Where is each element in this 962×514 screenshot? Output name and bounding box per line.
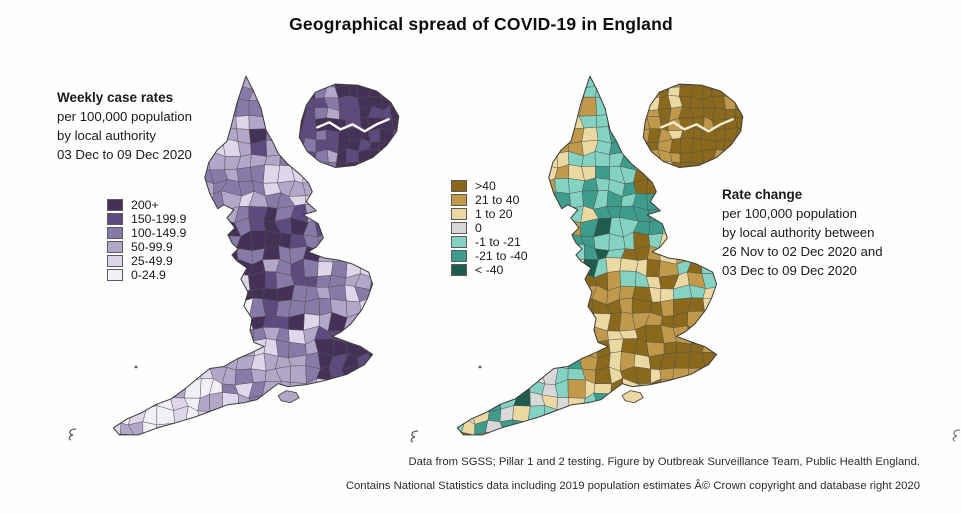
legend-label: -21 to -40 [475, 249, 528, 263]
legend-swatch [107, 213, 123, 225]
scilly-isles-mark [68, 428, 77, 441]
legend-label: < -40 [475, 263, 504, 277]
caption-line: 26 Nov to 02 Dec 2020 and [722, 244, 883, 259]
weekly-rates-legend-entry: 25-49.9 [107, 254, 186, 268]
legend-swatch [451, 222, 467, 234]
legend-swatch [451, 250, 467, 262]
rate-change-legend-entry: 0 [451, 221, 528, 235]
caption-line: 03 Dec to 09 Dec 2020 [57, 147, 192, 162]
edge-island-mark [952, 429, 961, 442]
legend-label: 0 [475, 221, 482, 235]
legend-label: 200+ [131, 198, 159, 212]
footer-copyright-line: Contains National Statistics data includ… [345, 480, 920, 492]
legend-label: 1 to 20 [475, 207, 513, 221]
rate-change-legend-entry: 1 to 20 [451, 207, 528, 221]
legend-swatch [451, 236, 467, 248]
weekly-rates-legend-entry: 100-149.9 [107, 226, 186, 240]
legend-swatch [451, 194, 467, 206]
legend-label: 25-49.9 [131, 254, 173, 268]
weekly-rates-legend-entry: 50-99.9 [107, 240, 186, 254]
legend-label: -1 to -21 [475, 235, 521, 249]
rate-change-legend-entry: < -40 [451, 263, 528, 277]
legend-swatch [107, 269, 123, 281]
england-choropleth-rate-change [456, 75, 744, 436]
rate-change-legend: >40 21 to 40 1 to 20 0 -1 to -21 -21 to -40 < … [451, 179, 528, 277]
lundy-island-mark [478, 365, 482, 369]
footer-source-line: Data from SGSS; Pillar 1 and 2 testing. … [408, 456, 920, 468]
caption-line: by local authority [57, 128, 156, 143]
scilly-isles-mark [410, 430, 419, 443]
legend-label: 0-24.9 [131, 268, 166, 282]
legend-swatch [451, 208, 467, 220]
legend-swatch [107, 227, 123, 239]
legend-label: 150-199.9 [131, 212, 187, 226]
caption-line: 03 Dec to 09 Dec 2020 [722, 263, 857, 278]
rate-change-caption: Rate change per 100,000 population by lo… [722, 185, 883, 280]
legend-swatch [451, 180, 467, 192]
legend-swatch [107, 199, 123, 211]
caption-line: by local authority between [722, 225, 875, 240]
rate-change-legend-entry: -21 to -40 [451, 249, 528, 263]
footer-attribution: Data from SGSS; Pillar 1 and 2 testing. … [346, 456, 920, 492]
rate-change-legend-entry: >40 [451, 179, 528, 193]
weekly-case-rates-legend: 200+ 150-199.9 100-149.9 50-99.9 25-49.9 0-24… [107, 198, 186, 282]
caption-heading: Weekly case rates [57, 90, 174, 105]
caption-line: per 100,000 population [57, 109, 192, 124]
legend-swatch [107, 241, 123, 253]
caption-heading: Rate change [722, 187, 803, 202]
legend-label: 21 to 40 [475, 193, 520, 207]
caption-line: per 100,000 population [722, 206, 857, 221]
weekly-rates-legend-entry: 200+ [107, 198, 186, 212]
legend-swatch [107, 255, 123, 267]
rate-change-legend-entry: 21 to 40 [451, 193, 528, 207]
england-choropleth-weekly-case-rates [112, 75, 400, 436]
legend-swatch [451, 264, 467, 276]
legend-label: >40 [475, 179, 496, 193]
weekly-rates-legend-entry: 150-199.9 [107, 212, 186, 226]
legend-label: 100-149.9 [131, 226, 187, 240]
lundy-island-mark [134, 365, 138, 369]
legend-label: 50-99.9 [131, 240, 173, 254]
weekly-case-rates-caption: Weekly case rates per 100,000 population… [57, 88, 192, 164]
weekly-rates-legend-entry: 0-24.9 [107, 268, 186, 282]
rate-change-legend-entry: -1 to -21 [451, 235, 528, 249]
figure-title: Geographical spread of COVID-19 in Engla… [289, 14, 673, 34]
